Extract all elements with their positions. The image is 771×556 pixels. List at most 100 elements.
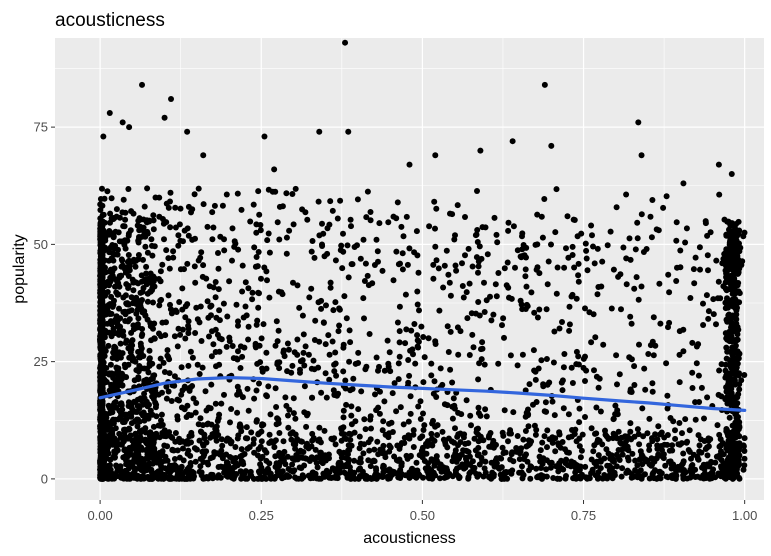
scatter-point — [554, 264, 561, 271]
scatter-point — [207, 455, 214, 462]
scatter-point — [450, 395, 457, 402]
scatter-point — [372, 391, 378, 398]
scatter-point — [699, 464, 705, 471]
scatter-point — [726, 301, 733, 308]
scatter-point — [634, 462, 641, 469]
scatter-point — [179, 306, 186, 313]
scatter-point — [676, 351, 683, 358]
scatter-point — [536, 453, 543, 460]
scatter-point — [183, 440, 190, 447]
scatter-point — [323, 302, 329, 309]
scatter-point — [125, 273, 132, 279]
scatter-point — [618, 306, 624, 313]
scatter-point — [638, 211, 645, 218]
scatter-point — [463, 456, 469, 462]
scatter-point — [258, 275, 264, 282]
scatter-point — [714, 422, 721, 429]
scatter-point — [740, 443, 747, 450]
scatter-point — [563, 245, 569, 252]
scatter-point — [99, 431, 106, 437]
scatter-point — [727, 238, 734, 245]
scatter-point — [609, 465, 616, 472]
scatter-point — [103, 365, 110, 371]
scatter-point — [294, 436, 301, 442]
scatter-point — [332, 299, 339, 306]
scatter-point — [308, 365, 315, 372]
scatter-point — [155, 422, 162, 429]
scatter-points — [97, 39, 748, 482]
scatter-point — [582, 353, 588, 360]
scatter-point — [138, 444, 145, 451]
scatter-point — [211, 202, 218, 209]
scatter-point — [582, 463, 589, 470]
scatter-point — [280, 349, 287, 356]
scatter-point — [730, 223, 737, 229]
scatter-point — [519, 233, 525, 240]
scatter-point — [364, 272, 371, 279]
scatter-point — [454, 465, 460, 472]
scatter-point — [393, 408, 400, 415]
scatter-point — [280, 457, 287, 464]
scatter-point — [582, 378, 588, 384]
scatter-point — [553, 290, 560, 297]
scatter-point — [208, 312, 214, 319]
scatter-point — [584, 267, 591, 274]
scatter-point — [719, 260, 726, 267]
scatter-point — [693, 360, 700, 367]
scatter-point — [593, 404, 600, 411]
scatter-point — [432, 225, 438, 232]
scatter-point — [112, 330, 119, 336]
scatter-point — [741, 435, 748, 442]
scatter-point — [158, 463, 165, 470]
scatter-point — [102, 348, 109, 354]
scatter-point — [172, 307, 179, 314]
scatter-point — [569, 252, 576, 258]
scatter-point — [444, 452, 451, 459]
scatter-point — [371, 446, 378, 453]
scatter-point — [517, 297, 524, 304]
scatter-point — [227, 454, 233, 460]
scatter-point — [418, 323, 425, 330]
scatter-point — [369, 458, 376, 465]
scatter-point — [415, 403, 422, 410]
scatter-point — [362, 260, 369, 267]
scatter-point — [724, 275, 731, 282]
scatter-point — [341, 293, 348, 300]
scatter-point — [716, 455, 723, 461]
scatter-point — [469, 331, 476, 338]
scatter-point — [255, 430, 262, 437]
scatter-point — [590, 448, 597, 455]
scatter-point — [420, 410, 426, 417]
scatter-point — [180, 445, 186, 452]
scatter-point — [165, 353, 172, 360]
scatter-point — [122, 216, 129, 223]
scatter-point — [348, 412, 355, 419]
scatter-point — [725, 432, 731, 439]
scatter-point — [297, 369, 303, 376]
scatter-point — [588, 339, 595, 346]
scatter-point — [393, 215, 400, 222]
scatter-point — [421, 422, 428, 429]
scatter-point — [240, 314, 247, 321]
scatter-point — [459, 260, 465, 267]
scatter-point — [718, 393, 725, 400]
scatter-point — [420, 379, 427, 386]
scatter-point — [128, 461, 135, 468]
scatter-point — [117, 413, 124, 420]
scatter-point — [121, 453, 128, 460]
scatter-point — [449, 379, 456, 386]
scatter-point — [121, 223, 128, 230]
scatter-point — [707, 436, 714, 443]
scatter-point — [188, 432, 195, 439]
scatter-point — [541, 408, 548, 415]
scatter-point — [713, 257, 720, 264]
scatter-point — [481, 449, 488, 456]
scatter-point — [248, 429, 255, 436]
scatter-point — [591, 260, 598, 267]
scatter-point — [145, 369, 152, 376]
scatter-point — [395, 469, 402, 476]
scatter-point — [449, 415, 456, 422]
scatter-point — [669, 442, 676, 449]
scatter-point — [700, 322, 707, 328]
scatter-point — [166, 265, 173, 272]
